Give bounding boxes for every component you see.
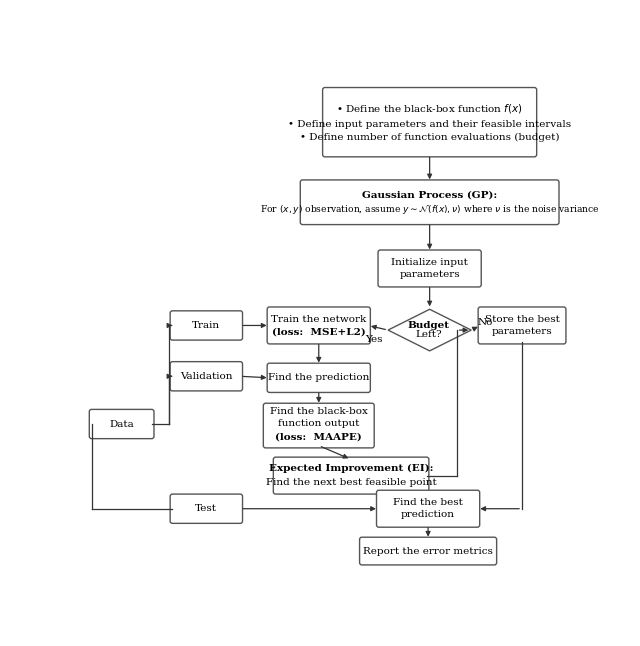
Text: Expected Improvement (EI):: Expected Improvement (EI): (269, 464, 433, 474)
FancyBboxPatch shape (378, 250, 481, 287)
Text: Find the prediction: Find the prediction (268, 373, 369, 382)
FancyBboxPatch shape (267, 307, 371, 344)
FancyBboxPatch shape (170, 311, 243, 340)
Polygon shape (388, 309, 471, 351)
FancyBboxPatch shape (360, 537, 497, 565)
Text: Left?: Left? (415, 330, 442, 339)
Text: No: No (477, 318, 493, 327)
FancyBboxPatch shape (376, 490, 480, 527)
FancyBboxPatch shape (273, 457, 429, 494)
FancyBboxPatch shape (478, 307, 566, 344)
Text: Initialize input
parameters: Initialize input parameters (391, 258, 468, 279)
Text: (loss:  MSE+L2): (loss: MSE+L2) (272, 327, 365, 336)
Text: Budget: Budget (408, 321, 450, 330)
Text: Yes: Yes (365, 335, 383, 344)
Text: Find the black-box
function output: Find the black-box function output (270, 408, 368, 428)
Text: Gaussian Process (GP):: Gaussian Process (GP): (362, 190, 497, 199)
Text: Store the best
parameters: Store the best parameters (484, 315, 559, 336)
FancyBboxPatch shape (300, 180, 559, 225)
FancyBboxPatch shape (170, 362, 243, 391)
Text: Train the network: Train the network (271, 315, 366, 324)
Text: Find the next best feasible point: Find the next best feasible point (266, 478, 436, 487)
FancyBboxPatch shape (90, 410, 154, 439)
Text: Test: Test (195, 505, 218, 513)
Text: (loss:  MAAPE): (loss: MAAPE) (275, 433, 362, 442)
FancyBboxPatch shape (323, 87, 537, 157)
FancyBboxPatch shape (263, 403, 374, 448)
FancyBboxPatch shape (267, 363, 371, 393)
Text: • Define the black-box function $f(x)$
• Define input parameters and their feasi: • Define the black-box function $f(x)$ •… (288, 102, 572, 142)
Text: For $(x, y)$ observation, assume $y \sim \mathcal{N}(f(x), \nu)$ where $\nu$ is : For $(x, y)$ observation, assume $y \sim… (260, 203, 600, 216)
FancyBboxPatch shape (170, 494, 243, 523)
Text: Train: Train (192, 321, 220, 330)
Text: Report the error metrics: Report the error metrics (363, 547, 493, 556)
Text: Validation: Validation (180, 372, 232, 380)
Text: Find the best
prediction: Find the best prediction (393, 498, 463, 519)
Text: Data: Data (109, 419, 134, 428)
